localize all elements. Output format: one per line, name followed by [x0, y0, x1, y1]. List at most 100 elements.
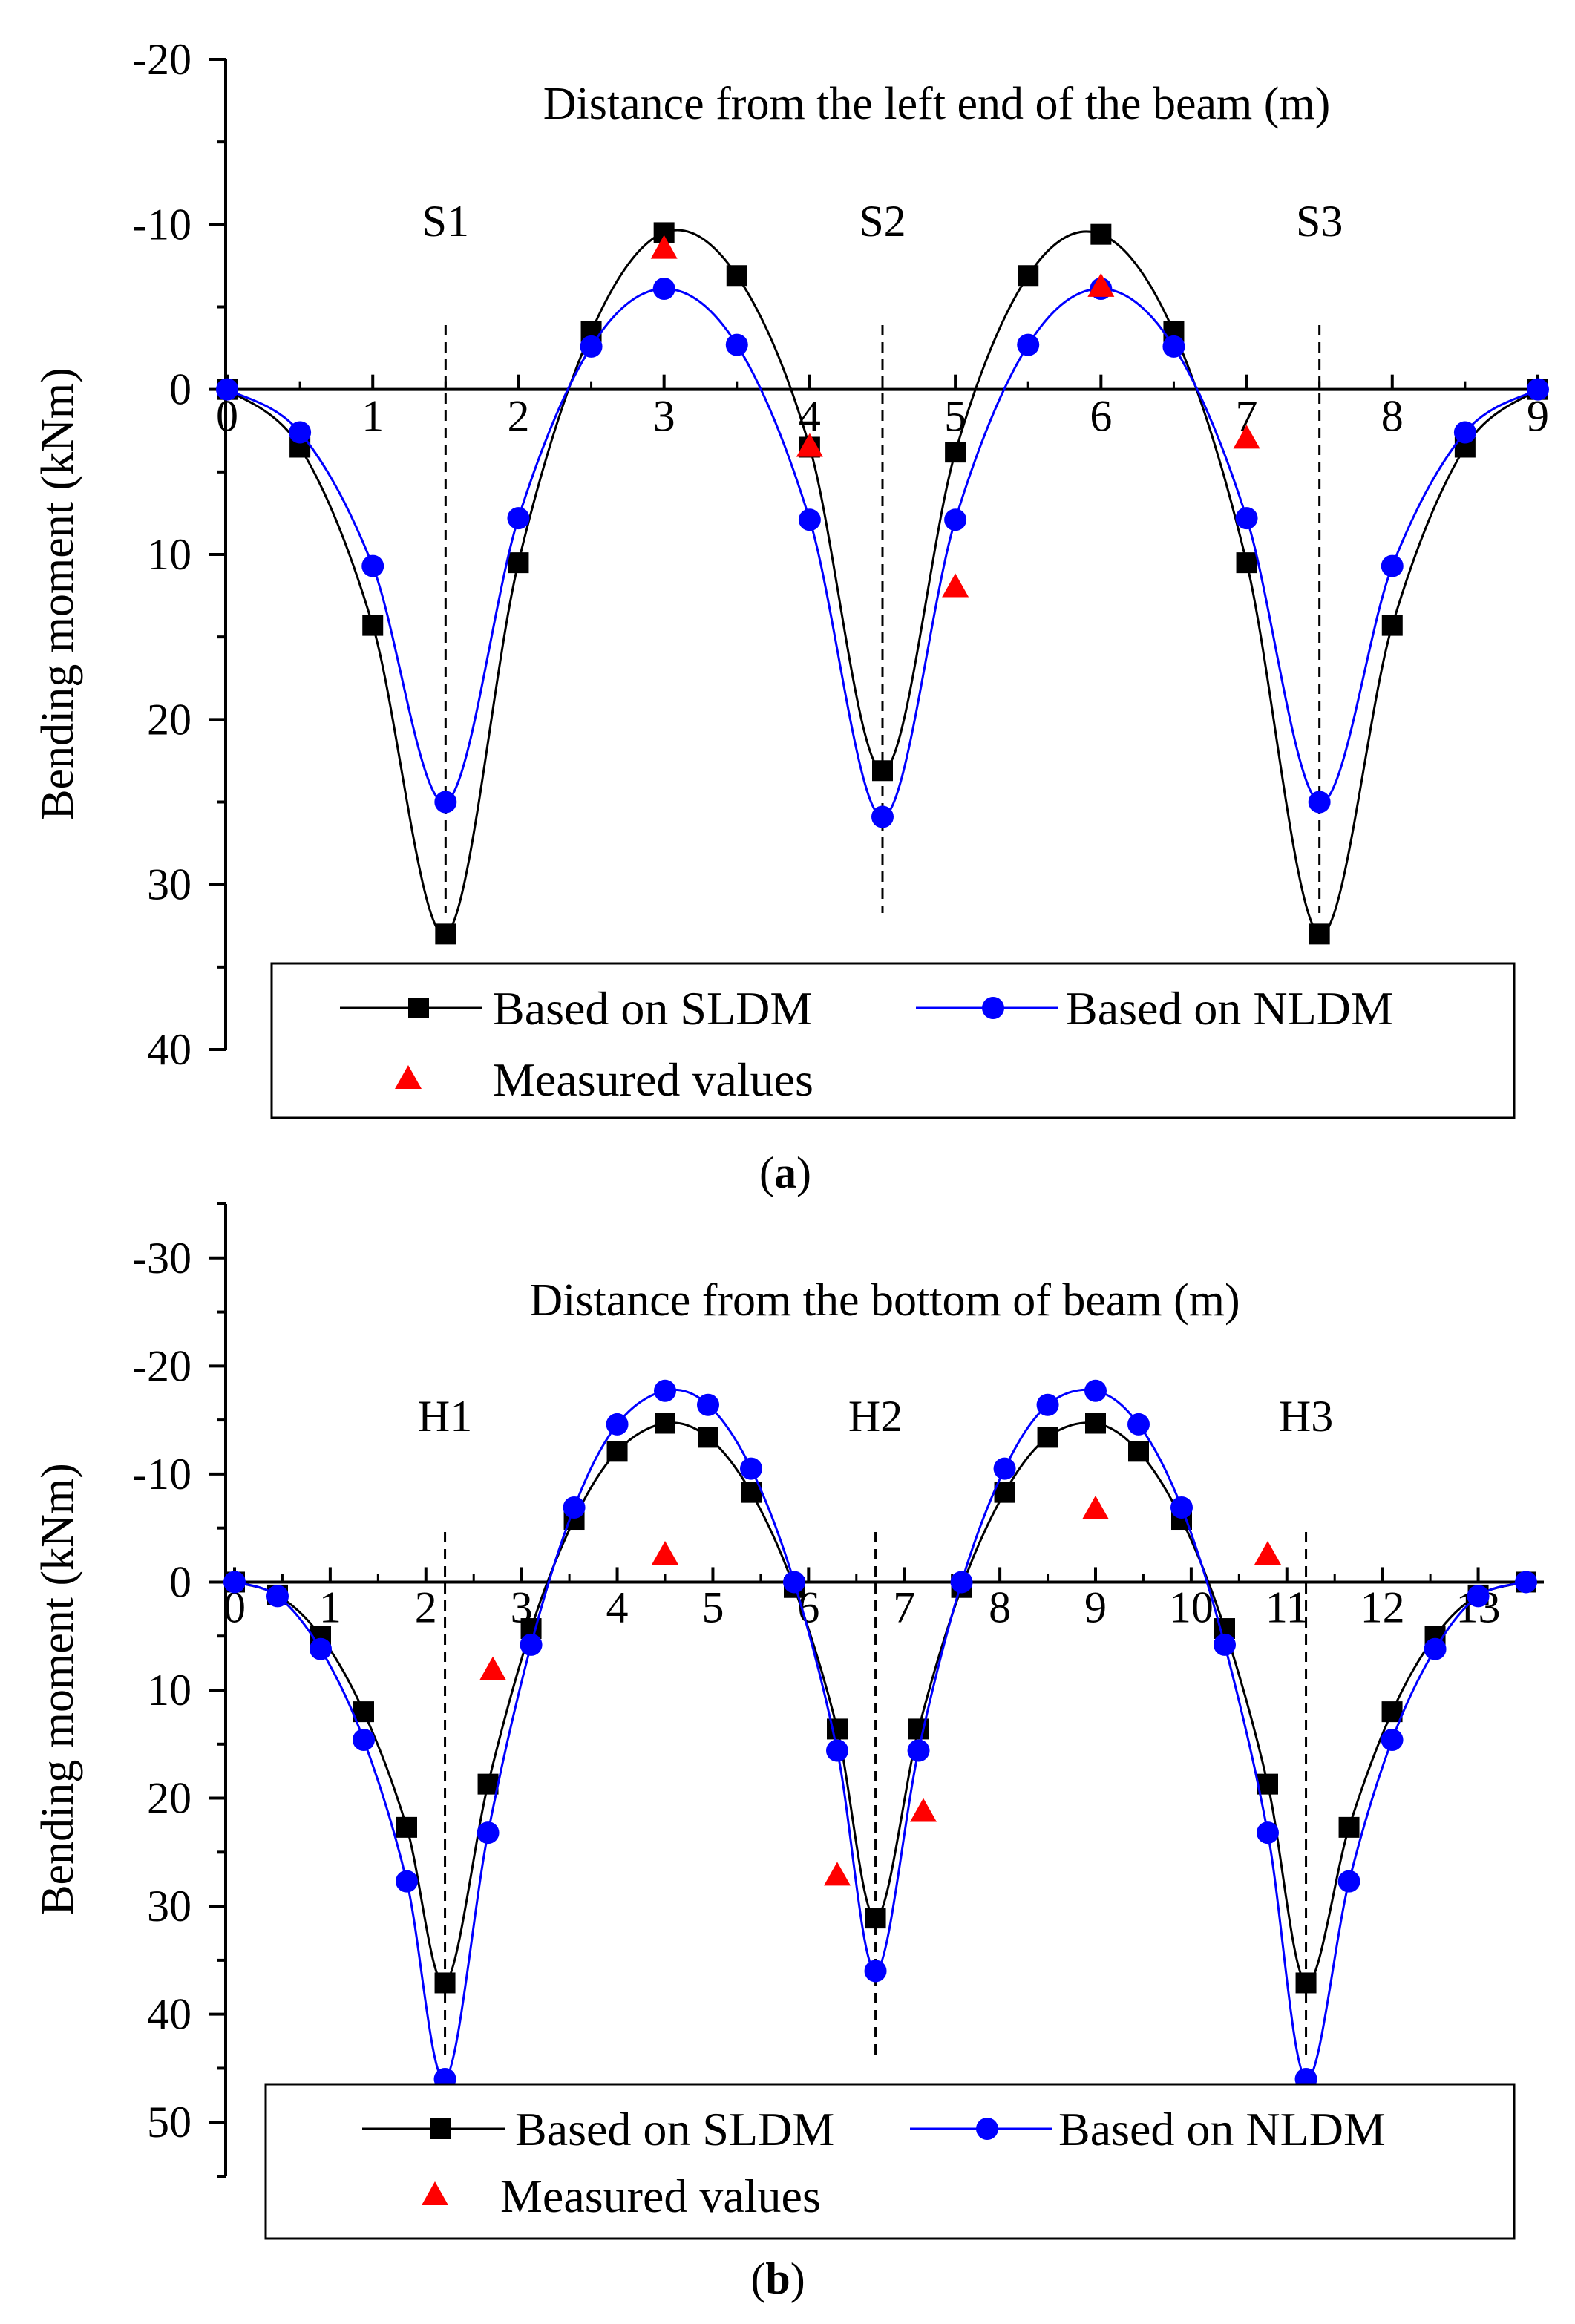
legend-label-sldm: Based on SLDM: [493, 982, 812, 1035]
data-point-circle: [353, 1728, 375, 1751]
data-point-circle: [871, 805, 894, 828]
data-point-circle: [1381, 1728, 1404, 1751]
support-label-H3: H3: [1279, 1392, 1333, 1441]
data-point-circle: [361, 554, 384, 577]
y-axis-label: Bending moment (kNm): [33, 1463, 83, 1916]
data-point-circle: [507, 507, 530, 530]
data-point-circle: [1453, 421, 1476, 444]
x-tick-label: 8: [989, 1582, 1011, 1631]
data-point-circle: [1467, 1585, 1490, 1608]
y-tick-label: -10: [132, 200, 191, 249]
data-point-circle: [1162, 335, 1185, 358]
data-point-circle: [1214, 1633, 1236, 1656]
data-point-circle: [216, 378, 238, 401]
data-point-square: [945, 442, 966, 463]
data-point-square: [1018, 265, 1039, 287]
chart-title: Distance from the bottom of beam (m): [529, 1275, 1240, 1326]
data-point-circle: [826, 1739, 848, 1762]
data-point-triangle: [1087, 272, 1115, 297]
data-point-square: [1085, 1413, 1106, 1434]
y-tick-label: 40: [147, 1990, 191, 2039]
data-point-triangle: [824, 1862, 851, 1886]
data-point-square: [396, 1816, 417, 1838]
data-point-square: [1381, 615, 1403, 636]
data-point-circle: [223, 1571, 246, 1594]
data-point-square: [872, 760, 893, 782]
data-point-square: [1381, 1701, 1403, 1723]
x-tick-label: 2: [507, 392, 529, 441]
x-tick-label: 10: [1169, 1582, 1214, 1631]
data-point-square: [434, 1972, 456, 1994]
data-point-circle: [993, 1457, 1016, 1480]
data-point-circle: [697, 1393, 719, 1416]
data-point-circle: [1424, 1637, 1447, 1660]
data-point-circle: [266, 1585, 289, 1608]
data-point-circle: [725, 333, 748, 356]
legend-marker-nldm: [976, 2118, 998, 2140]
y-tick-label: -10: [132, 1450, 191, 1499]
data-point-triangle: [1233, 425, 1260, 449]
legend-marker-nldm: [982, 997, 1004, 1019]
legend-marker-measured: [395, 1065, 422, 1089]
legend-marker-sldm: [408, 998, 429, 1018]
support-label-H1: H1: [418, 1392, 472, 1441]
chart-title: Distance from the left end of the beam (…: [543, 79, 1330, 129]
data-point-square: [477, 1773, 499, 1795]
data-point-circle: [864, 1960, 887, 1983]
data-point-square: [508, 552, 529, 574]
data-point-circle: [652, 278, 675, 301]
data-point-circle: [783, 1571, 805, 1594]
series-circle: [223, 1379, 1537, 2090]
data-point-circle: [434, 791, 457, 814]
legend: Based on SLDM Based on NLDM Measured value…: [270, 962, 1516, 1119]
y-tick-label: -20: [132, 1341, 191, 1390]
data-point-square: [362, 615, 384, 636]
legend-label-nldm: Based on NLDM: [1066, 982, 1393, 1035]
y-tick-label: 0: [169, 1557, 191, 1606]
data-point-square: [1309, 923, 1330, 945]
y-tick-label: 30: [147, 1882, 191, 1931]
legend-label-sldm: Based on SLDM: [515, 2103, 834, 2156]
data-point-triangle: [479, 1656, 506, 1680]
data-point-square: [435, 923, 456, 945]
data-point-square: [1338, 1816, 1360, 1838]
data-point-square: [1257, 1773, 1278, 1795]
data-point-circle: [1257, 1821, 1279, 1845]
data-point-circle: [907, 1739, 930, 1762]
x-tick-label: 4: [606, 1582, 629, 1631]
data-point-circle: [1337, 1870, 1360, 1893]
data-point-triangle: [796, 433, 823, 457]
x-tick-label: 3: [653, 392, 675, 441]
legend-label-nldm: Based on NLDM: [1058, 2103, 1386, 2156]
series-circle: [216, 278, 1549, 828]
x-tick-label: 8: [1381, 392, 1404, 441]
data-point-triangle: [650, 235, 678, 259]
series-triangle: [650, 235, 1260, 598]
x-tick-label: 5: [944, 392, 966, 441]
x-tick-label: 9: [1084, 1582, 1107, 1631]
data-point-square: [726, 265, 747, 287]
x-tick-label: 1: [319, 1582, 341, 1631]
legend-marker-measured: [422, 2181, 448, 2205]
y-tick-label: 50: [147, 2098, 191, 2147]
data-point-circle: [1127, 1413, 1150, 1436]
x-tick-label: 2: [415, 1582, 437, 1631]
x-tick-label: 1: [361, 392, 384, 441]
data-point-square: [1090, 223, 1112, 245]
data-point-circle: [1515, 1571, 1537, 1594]
data-point-circle: [1308, 791, 1331, 814]
legend-box: [264, 2083, 1516, 2240]
data-point-circle: [563, 1496, 586, 1519]
support-label-S3: S3: [1296, 197, 1343, 246]
x-tick-label: 12: [1360, 1582, 1405, 1631]
panel-caption-b: (b): [750, 2254, 805, 2303]
data-point-square: [606, 1441, 628, 1462]
x-tick-label: 5: [701, 1582, 724, 1631]
x-tick-label: 11: [1265, 1582, 1309, 1631]
y-tick-label: -30: [132, 1234, 191, 1283]
data-point-circle: [310, 1637, 332, 1660]
data-point-circle: [798, 508, 821, 531]
legend-box: [270, 962, 1516, 1119]
y-tick-label: -20: [132, 35, 191, 84]
